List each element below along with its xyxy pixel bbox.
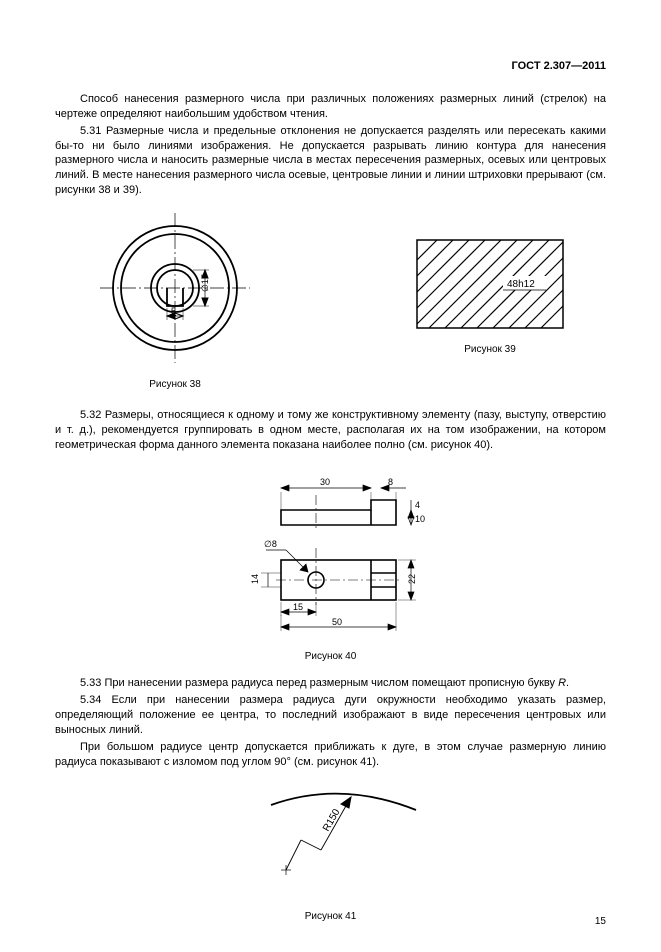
svg-text:30: 30 — [320, 477, 330, 487]
figure-38: ∅17 5 Рисунок 38 — [95, 208, 255, 390]
svg-text:50: 50 — [332, 617, 342, 627]
paragraph-5-32: 5.32 Размеры, относящиеся к одному и том… — [55, 408, 606, 453]
svg-text:22: 22 — [407, 574, 417, 584]
svg-text:15: 15 — [293, 602, 303, 612]
svg-text:∅17: ∅17 — [200, 274, 210, 292]
svg-text:48h12: 48h12 — [507, 279, 535, 290]
figure-39-caption: Рисунок 39 — [415, 344, 565, 355]
svg-text:5: 5 — [171, 306, 176, 316]
paragraph-intro: Способ нанесения размерного числа при ра… — [55, 92, 606, 122]
drawing-38-icon: ∅17 5 — [95, 208, 255, 368]
figure-40-caption: Рисунок 40 — [55, 651, 606, 662]
figure-40: 30 8 4 10 ∅8 — [55, 470, 606, 662]
svg-text:∅8: ∅8 — [264, 539, 277, 549]
svg-text:14: 14 — [250, 574, 260, 584]
paragraph-5-31: 5.31 Размерные числа и предельные отклон… — [55, 124, 606, 198]
drawing-41-icon: R150 — [231, 780, 431, 900]
paragraph-5-34b: При большом радиусе центр допускается пр… — [55, 740, 606, 770]
figure-39: 48h12 Рисунок 39 — [415, 238, 565, 355]
figures-row-38-39: ∅17 5 Рисунок 38 — [55, 208, 606, 408]
drawing-39-icon: 48h12 — [415, 238, 565, 333]
svg-text:R150: R150 — [321, 806, 343, 833]
figure-38-caption: Рисунок 38 — [95, 379, 255, 390]
document-header: ГОСТ 2.307—2011 — [55, 60, 606, 72]
p533-text-a: 5.33 При нанесении размера радиуса перед… — [80, 677, 558, 689]
svg-text:8: 8 — [388, 477, 393, 487]
drawing-40-icon: 30 8 4 10 ∅8 — [226, 470, 436, 640]
page: ГОСТ 2.307—2011 Способ нанесения размерн… — [0, 0, 661, 952]
svg-text:4: 4 — [415, 500, 420, 510]
p533-text-c: . — [566, 677, 569, 689]
svg-text:10: 10 — [415, 514, 425, 524]
letter-R: R — [558, 677, 566, 689]
paragraph-5-34: 5.34 Если при нанесении размера радиуса … — [55, 693, 606, 738]
figure-41-caption: Рисунок 41 — [55, 911, 606, 922]
paragraph-5-33: 5.33 При нанесении размера радиуса перед… — [55, 676, 606, 691]
figure-41: R150 Рисунок 41 — [55, 780, 606, 922]
page-number: 15 — [595, 916, 606, 927]
